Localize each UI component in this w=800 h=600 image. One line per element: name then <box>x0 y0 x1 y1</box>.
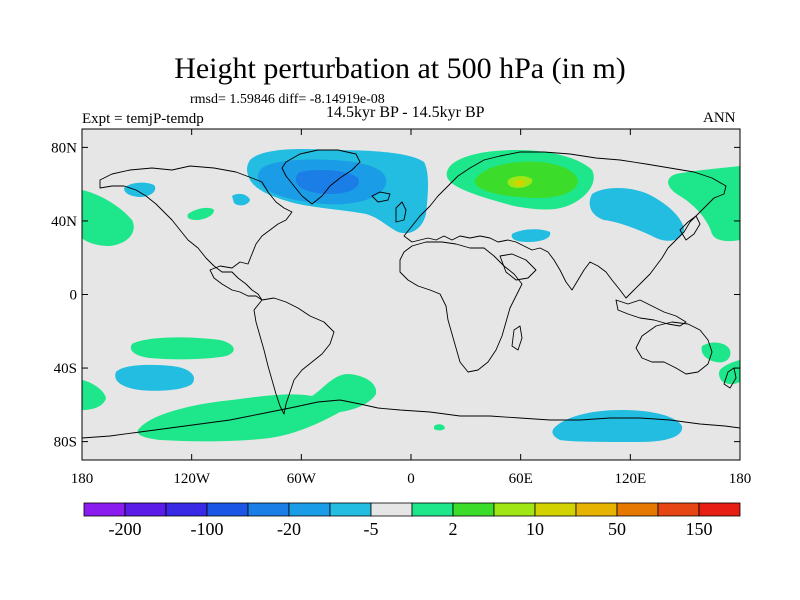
colorbar-label: -200 <box>109 519 142 539</box>
colorbar-labels: -200 -100 -20 -5 2 10 50 150 <box>109 519 713 539</box>
coastline-southeast-asia <box>615 299 687 327</box>
coastline-north-america <box>99 165 293 301</box>
colorbar-label: 150 <box>686 519 713 539</box>
colorbar-label: 50 <box>608 519 626 539</box>
colorbar-label: 2 <box>449 519 458 539</box>
contour-fields <box>82 149 740 442</box>
lat-label: 80N <box>51 140 77 156</box>
coastline-eurasia <box>403 151 727 299</box>
colorbar-swatch <box>165 502 208 517</box>
lat-label: 40S <box>54 361 77 377</box>
positive-anomaly-australia <box>701 342 731 363</box>
season-label: ANN <box>703 110 736 126</box>
lat-label: 0 <box>70 288 78 304</box>
lat-label: 40N <box>51 214 77 230</box>
map-frame <box>81 128 741 461</box>
colorbar-swatch <box>124 502 167 517</box>
coastline-new-zealand <box>723 367 737 389</box>
colorbar-swatch <box>452 502 495 517</box>
coastline-antarctica <box>82 399 740 439</box>
colorbar-swatch <box>616 502 659 517</box>
coastline-greenland <box>281 149 361 205</box>
colorbar-swatch <box>493 502 536 517</box>
coastline-iceland <box>371 191 391 203</box>
experiment-label: Expt = temjP-temdp <box>82 111 204 127</box>
colorbar-swatch <box>698 502 741 517</box>
colorbar-swatch <box>657 502 700 517</box>
colorbar <box>83 502 741 517</box>
lon-label: 120W <box>173 471 211 487</box>
colorbar-label: 10 <box>526 519 544 539</box>
coastline-australia <box>635 321 713 375</box>
positive-anomaly-south-pacific-edge <box>82 380 106 410</box>
lon-label: 180 <box>71 471 94 487</box>
coastline-uk <box>395 201 407 223</box>
negative-anomaly-east-asia <box>589 188 684 241</box>
lon-label: 60W <box>287 471 317 487</box>
coastline-arabia <box>499 253 537 281</box>
colorbar-swatch <box>329 502 372 517</box>
period-label: 14.5kyr BP - 14.5kyr BP <box>326 104 485 121</box>
negative-anomaly-southern-ocean <box>552 410 683 442</box>
lat-label: 80S <box>54 435 77 451</box>
lon-label: 60E <box>509 471 533 487</box>
lon-label: 180 <box>729 471 752 487</box>
coastline-africa <box>399 241 523 373</box>
colorbar-swatch <box>411 502 454 517</box>
positive-anomaly-east-pacific <box>82 190 134 246</box>
positive-anomaly-new-zealand <box>718 360 740 385</box>
colorbar-label: -20 <box>277 519 301 539</box>
positive-anomaly-south-atlantic-small <box>434 424 445 431</box>
lon-label: 120E <box>614 471 646 487</box>
coastlines <box>82 149 740 439</box>
lon-label: 0 <box>407 471 415 487</box>
latitude-labels: 80N 40N 0 40S 80S <box>51 140 77 450</box>
colorbar-swatch <box>534 502 577 517</box>
positive-anomaly-north-america <box>187 207 214 220</box>
coastline-japan <box>679 215 701 241</box>
longitude-labels: 180 120W 60W 0 60E 120E 180 <box>71 471 752 487</box>
negative-anomaly-alaska <box>124 182 156 197</box>
positive-anomaly-siberia-peak <box>513 179 525 187</box>
colorbar-swatch <box>370 502 413 517</box>
positive-anomaly-west-pacific <box>668 166 740 242</box>
coastline-madagascar <box>511 325 523 351</box>
colorbar-swatch <box>575 502 618 517</box>
negative-anomaly-south-pacific <box>115 364 194 391</box>
stats-text: rmsd= 1.59846 diff= -8.14919e-08 <box>190 92 385 107</box>
negative-anomaly-mediterranean <box>511 229 551 242</box>
colorbar-swatch <box>247 502 290 517</box>
colorbar-label: -100 <box>191 519 224 539</box>
negative-anomaly-hudson <box>232 193 250 206</box>
colorbar-swatch <box>206 502 249 517</box>
positive-anomaly-south-pacific-north <box>130 337 234 360</box>
coastline-south-america <box>253 297 335 415</box>
colorbar-swatch <box>83 502 126 517</box>
colorbar-label: -5 <box>364 519 379 539</box>
colorbar-swatch <box>288 502 331 517</box>
map-title: Height perturbation at 500 hPa (in m) <box>174 52 626 85</box>
